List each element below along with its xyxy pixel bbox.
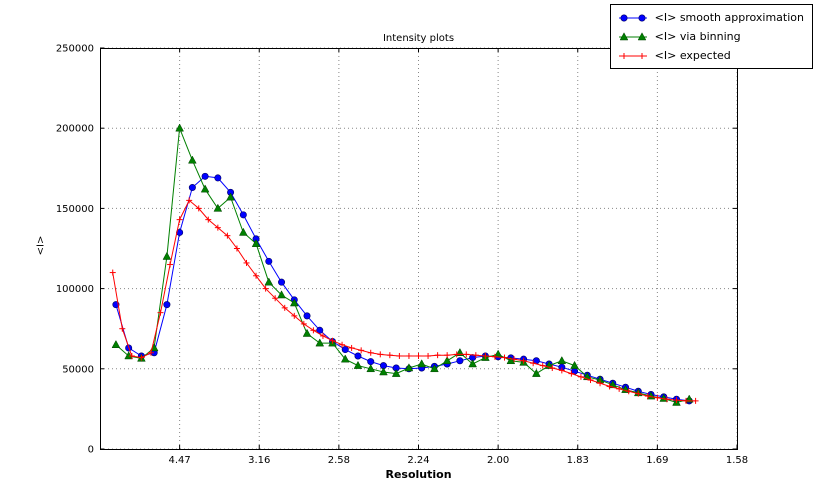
svg-text:1.83: 1.83 [567, 455, 589, 466]
legend-marker-circle-icon [618, 13, 647, 22]
svg-text:2.24: 2.24 [407, 455, 429, 466]
y-axis-label: <I> [35, 235, 47, 256]
svg-text:100000: 100000 [56, 284, 94, 295]
legend-item-expected: <I> expected [617, 47, 804, 64]
legend-item-smooth-approximation: <I> smooth approximation [617, 9, 804, 26]
legend-label: <I> smooth approximation [654, 11, 804, 24]
legend-marker-triangle-icon [618, 31, 647, 40]
legend-label: <I> expected [654, 49, 731, 62]
svg-text:200000: 200000 [56, 124, 94, 135]
svg-text:250000: 250000 [56, 44, 94, 55]
svg-text:0: 0 [88, 445, 94, 456]
svg-text:1.69: 1.69 [646, 455, 668, 466]
svg-text:1.58: 1.58 [726, 455, 748, 466]
legend-marker-plus-icon [618, 52, 647, 59]
svg-text:4.47: 4.47 [168, 455, 190, 466]
svg-text:150000: 150000 [56, 204, 94, 215]
chart-title: Intensity plots [382, 33, 455, 44]
x-axis-label: Resolution [385, 468, 452, 481]
legend: <I> smooth approximation <I> via binning… [609, 4, 813, 69]
legend-item-via-binning: <I> via binning [617, 28, 804, 45]
svg-text:3.16: 3.16 [248, 455, 270, 466]
svg-text:2.00: 2.00 [487, 455, 509, 466]
svg-text:2.58: 2.58 [328, 455, 350, 466]
svg-text:50000: 50000 [62, 364, 94, 375]
legend-label: <I> via binning [654, 30, 741, 43]
